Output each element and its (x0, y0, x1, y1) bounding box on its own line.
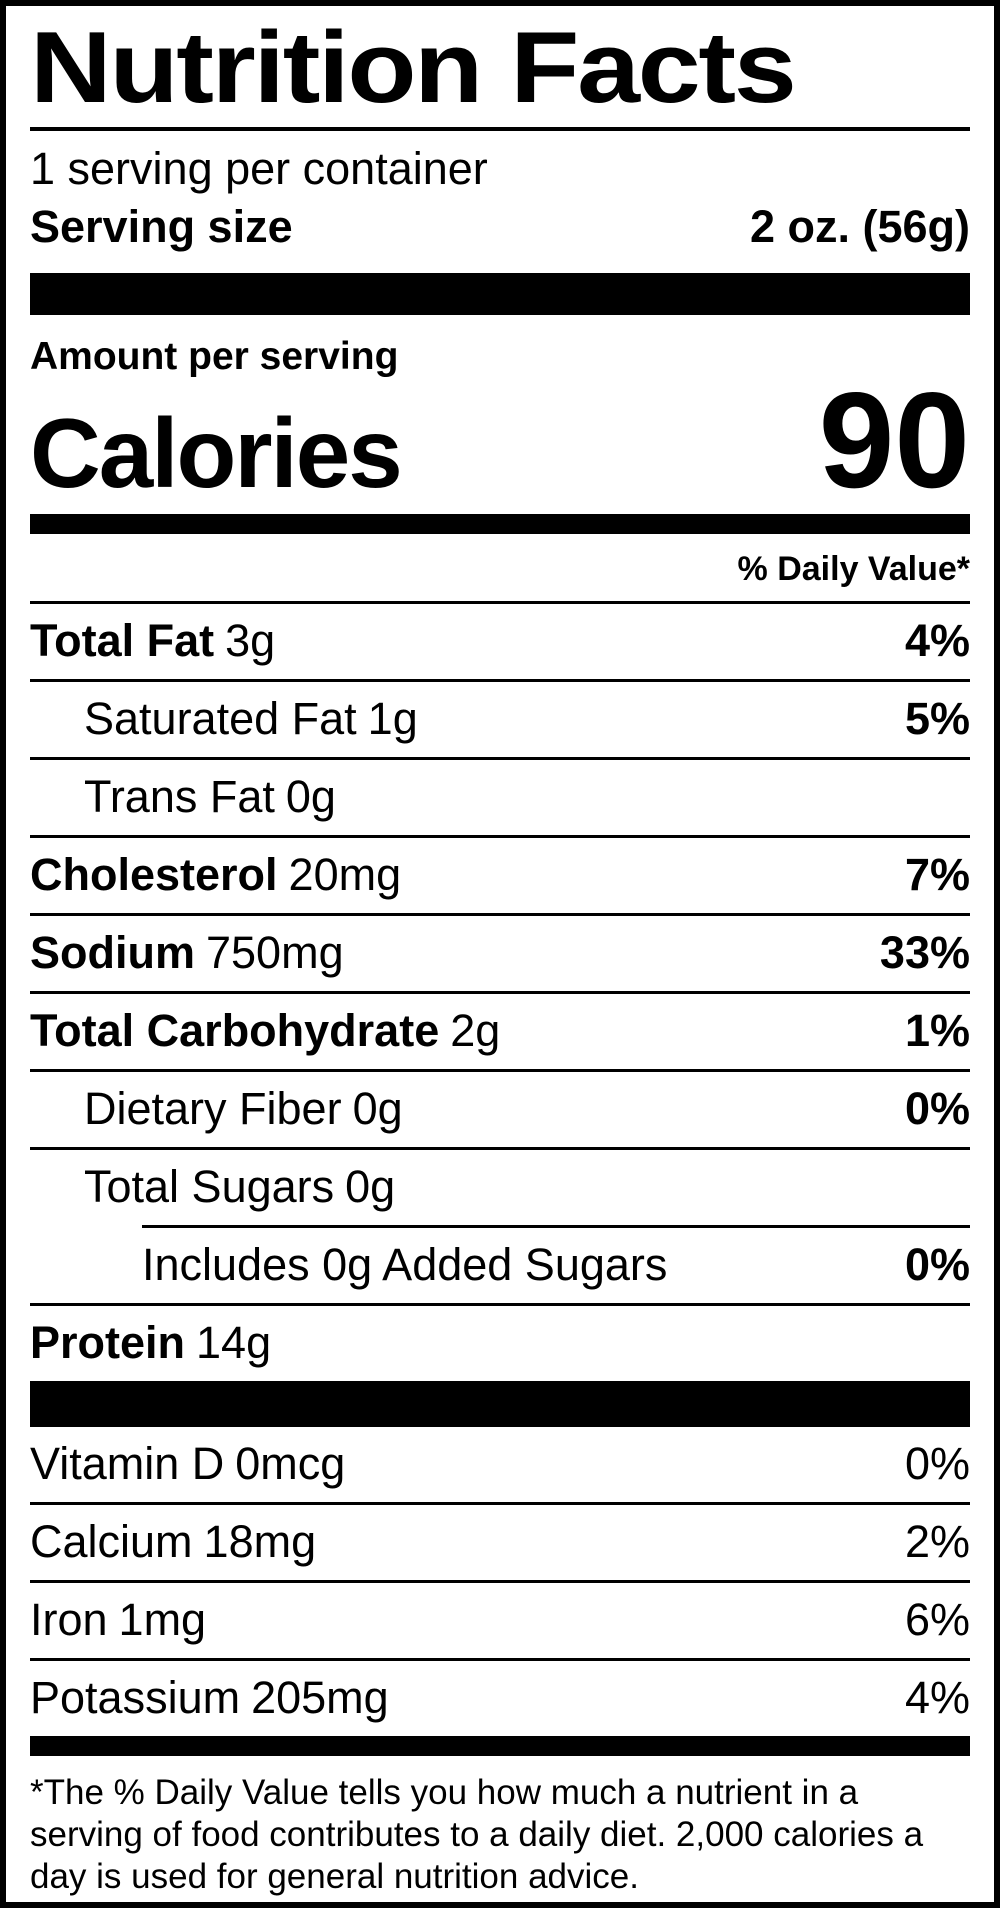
nutrient-amount: 0g (285, 771, 336, 823)
calories-label: Calories (30, 398, 403, 509)
nutrient-name-amount: Sodium 750mg (30, 927, 344, 979)
vitamin-name-amount: Potassium 205mg (30, 1672, 389, 1724)
nutrient-amount: 14g (196, 1317, 272, 1369)
nutrient-name-amount: Dietary Fiber 0g (84, 1083, 403, 1135)
nutrient-row-total-sugars: Total Sugars 0g (30, 1147, 970, 1225)
medium-bar-calories (30, 514, 970, 535)
nutrient-amount: 2g (450, 1005, 501, 1057)
nutrient-name-amount: Trans Fat 0g (84, 771, 336, 823)
medium-bar-footnote (30, 1736, 970, 1757)
vitamin-amount: 18mg (203, 1516, 317, 1568)
vitamin-row-vitamin-d: Vitamin D 0mcg 0% (30, 1427, 970, 1502)
nutrient-amount: 1g (367, 693, 418, 745)
nutrient-row-cholesterol: Cholesterol 20mg 7% (30, 835, 970, 913)
nutrient-name: Total Fat (30, 615, 215, 667)
vitamin-dv: 2% (904, 1516, 970, 1568)
nutrient-name: Protein (30, 1317, 186, 1369)
nutrient-amount: 20mg (288, 849, 402, 901)
nutrient-row-dietary-fiber: Dietary Fiber 0g 0% (30, 1069, 970, 1147)
nutrient-name: Trans Fat (84, 771, 275, 823)
nutrient-name: Cholesterol (30, 849, 278, 901)
serving-size-row: Serving size 2 oz. (56g) (30, 197, 970, 263)
nutrient-name-amount: Total Fat 3g (30, 615, 275, 667)
vitamin-row-iron: Iron 1mg 6% (30, 1580, 970, 1658)
vitamin-dv: 4% (904, 1672, 970, 1724)
nutrient-name: Saturated Fat (84, 693, 357, 745)
nutrient-dv: 0% (904, 1239, 970, 1291)
serving-size-label: Serving size (30, 201, 293, 253)
nutrient-amount: 3g (225, 615, 276, 667)
nutrient-row-saturated-fat: Saturated Fat 1g 5% (30, 679, 970, 757)
daily-value-footnote: *The % Daily Value tells you how much a … (30, 1773, 924, 1897)
vitamin-dv: 6% (904, 1594, 970, 1646)
vitamin-row-potassium: Potassium 205mg 4% (30, 1658, 970, 1736)
label-title: Nutrition Facts (30, 12, 797, 124)
nutrient-name-amount: Protein 14g (30, 1317, 271, 1369)
thick-bar-protein (30, 1381, 970, 1428)
nutrient-name: Dietary Fiber (84, 1083, 342, 1135)
nutrient-row-protein: Protein 14g (30, 1303, 970, 1381)
thick-bar-serving (30, 273, 970, 316)
nutrient-name-amount: Total Carbohydrate 2g (30, 1005, 500, 1057)
nutrient-name: Includes 0g Added Sugars (142, 1239, 668, 1291)
nutrient-dv: 5% (904, 693, 970, 745)
servings-per-container: 1 serving per container (30, 143, 488, 195)
vitamin-row-calcium: Calcium 18mg 2% (30, 1502, 970, 1580)
nutrient-dv: 7% (904, 849, 970, 901)
amount-per-serving-label: Amount per serving (30, 335, 399, 379)
nutrient-name: Total Sugars (84, 1161, 335, 1213)
vitamin-name: Vitamin D (30, 1438, 225, 1490)
nutrient-amount: 0g (352, 1083, 403, 1135)
calories-value: 90 (818, 364, 970, 517)
vitamin-name: Calcium (30, 1516, 193, 1568)
title-divider (30, 127, 970, 132)
nutrient-name: Total Carbohydrate (30, 1005, 440, 1057)
nutrient-name-amount: Cholesterol 20mg (30, 849, 401, 901)
vitamin-amount: 1mg (118, 1594, 207, 1646)
nutrient-dv: 1% (904, 1005, 970, 1057)
nutrient-row-added-sugars: Includes 0g Added Sugars 0% (142, 1225, 970, 1303)
nutrient-dv: 33% (879, 927, 970, 979)
vitamin-name: Iron (30, 1594, 108, 1646)
vitamin-amount: 0mcg (235, 1438, 346, 1490)
nutrient-dv: 0% (904, 1083, 970, 1135)
daily-value-header: % Daily Value* (737, 550, 970, 589)
nutrient-row-sodium: Sodium 750mg 33% (30, 913, 970, 991)
vitamin-name: Potassium (30, 1672, 241, 1724)
nutrient-amount: 750mg (206, 927, 344, 979)
nutrient-name: Sodium (30, 927, 195, 979)
nutrient-name-amount: Saturated Fat 1g (84, 693, 418, 745)
serving-size-value: 2 oz. (56g) (749, 201, 970, 253)
nutrient-row-total-carbohydrate: Total Carbohydrate 2g 1% (30, 991, 970, 1069)
nutrient-row-total-fat: Total Fat 3g 4% (30, 601, 970, 679)
calories-row: Calories 90 (30, 364, 970, 517)
nutrient-dv: 4% (904, 615, 970, 667)
nutrient-name-amount: Total Sugars 0g (84, 1161, 395, 1213)
vitamin-dv: 0% (904, 1438, 970, 1490)
vitamin-name-amount: Calcium 18mg (30, 1516, 316, 1568)
vitamin-amount: 205mg (251, 1672, 389, 1724)
nutrient-name-amount: Includes 0g Added Sugars (142, 1239, 667, 1291)
vitamin-name-amount: Vitamin D 0mcg (30, 1438, 345, 1490)
nutrient-amount: 0g (345, 1161, 396, 1213)
vitamin-name-amount: Iron 1mg (30, 1594, 206, 1646)
nutrient-row-trans-fat: Trans Fat 0g (30, 757, 970, 835)
